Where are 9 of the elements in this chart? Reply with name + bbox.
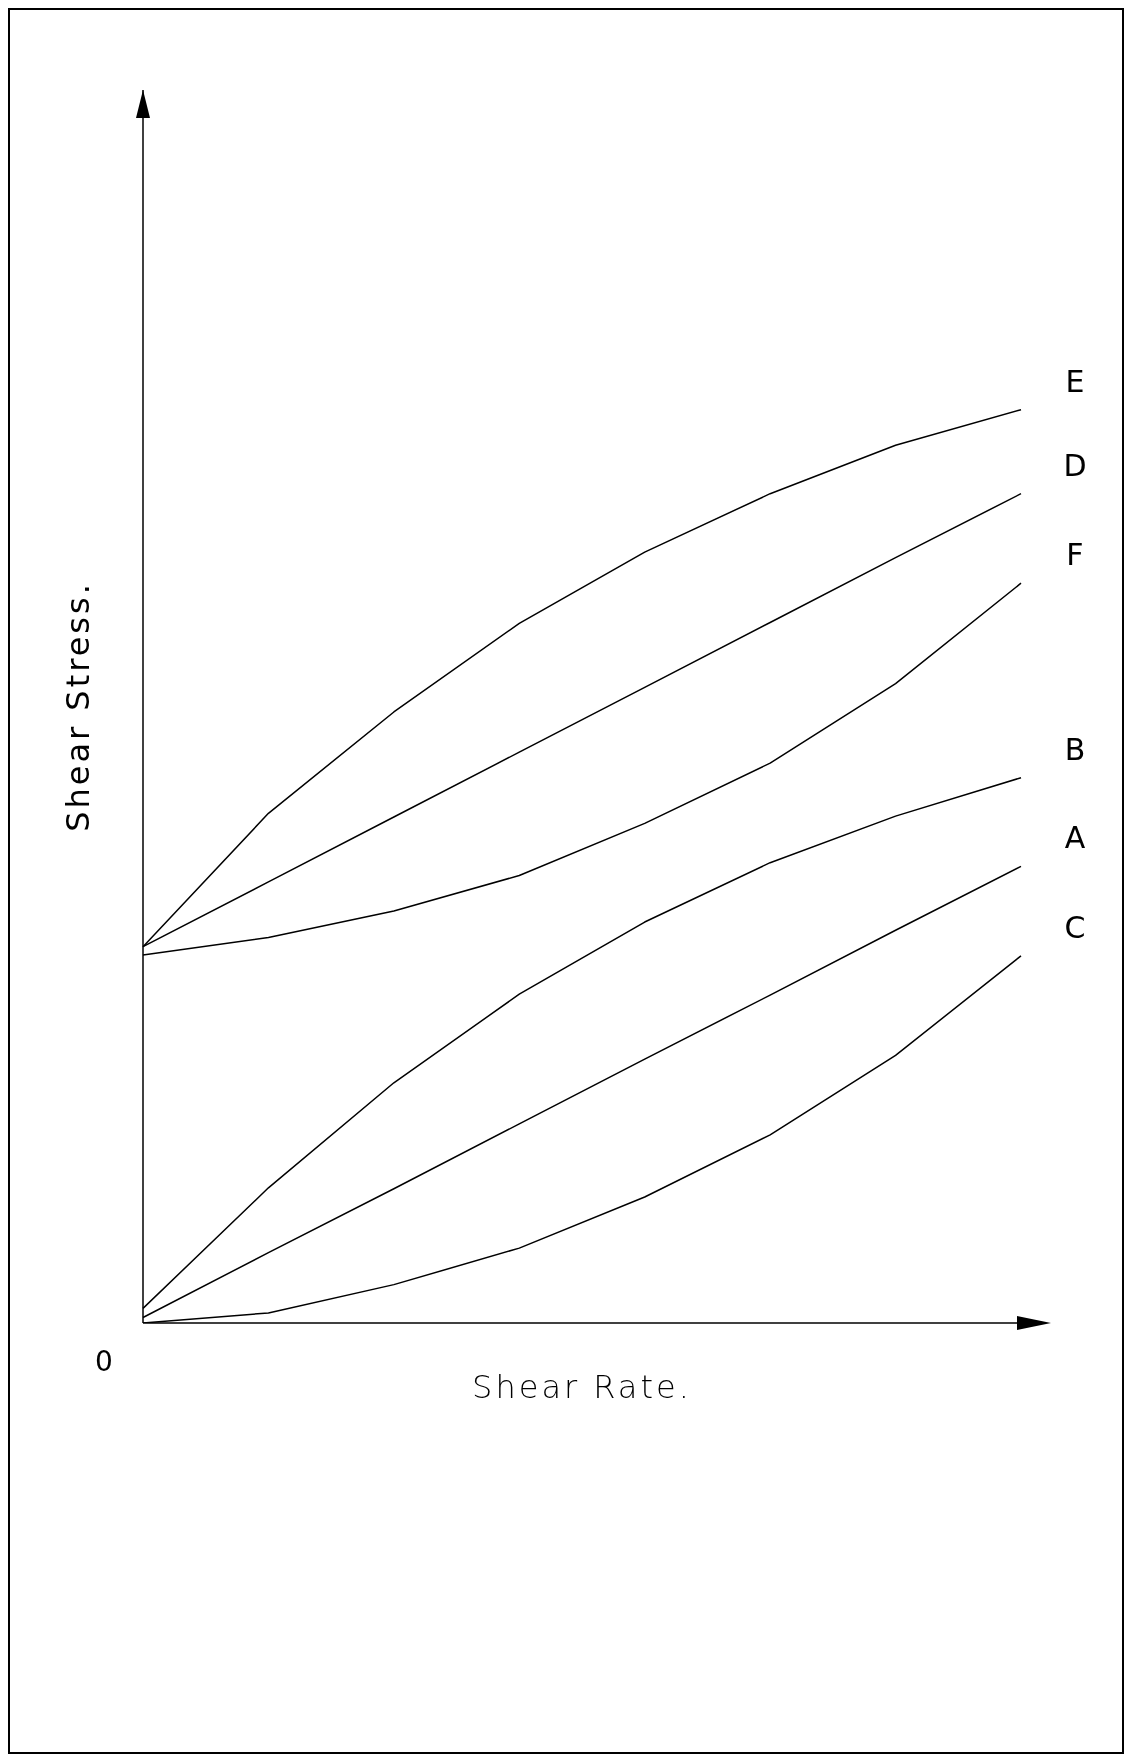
series-label: A: [1064, 820, 1086, 856]
series-label: D: [1063, 447, 1087, 483]
series-label: F: [1066, 537, 1084, 573]
x-axis-title: Shear Rate.: [472, 1368, 692, 1406]
y-axis-title: Shear Stress.: [59, 581, 98, 832]
series-label: C: [1064, 909, 1086, 945]
series-label: E: [1065, 363, 1085, 399]
series-label: B: [1064, 731, 1086, 767]
text: 0: [95, 1345, 113, 1378]
